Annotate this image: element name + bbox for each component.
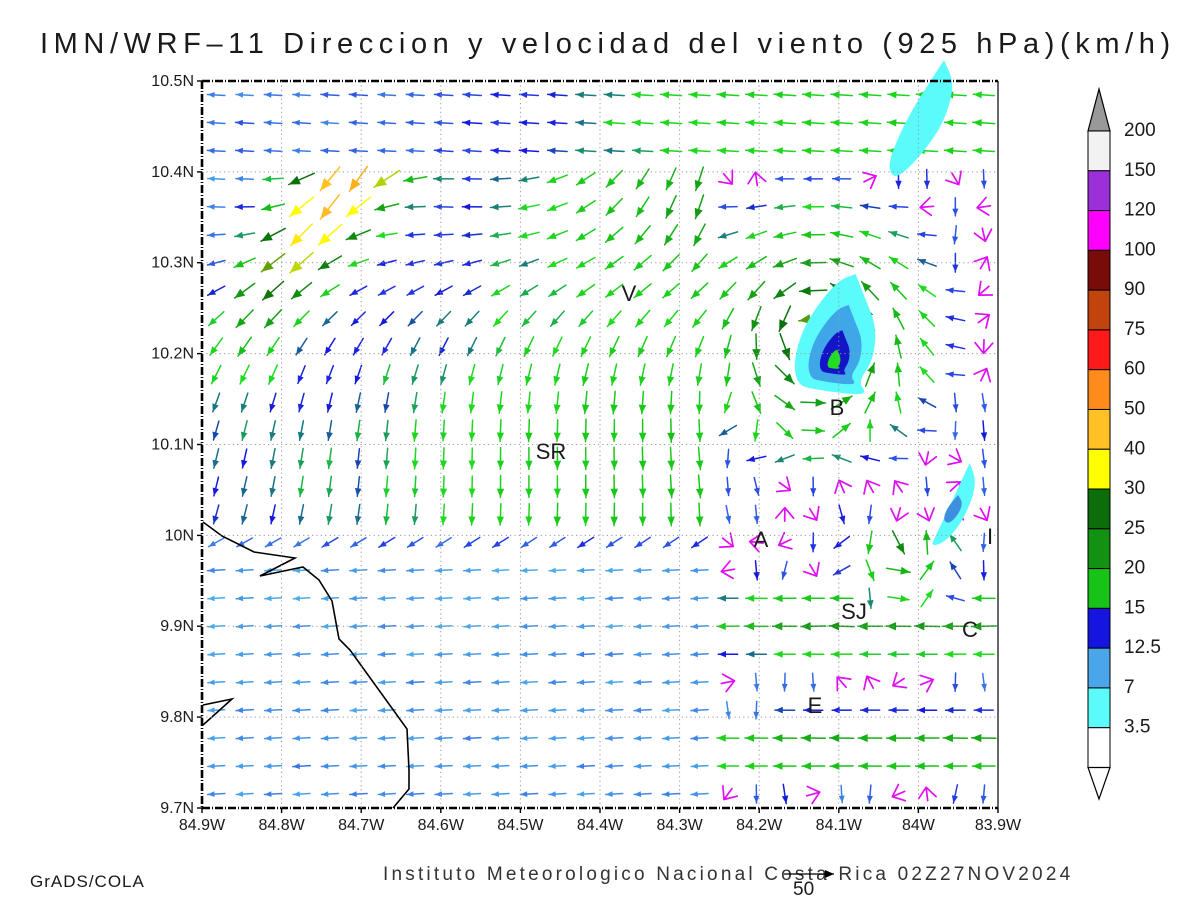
svg-text:84.9W: 84.9W [179,817,226,834]
svg-text:9.8N: 9.8N [160,709,194,726]
svg-text:84W: 84W [902,817,936,834]
svg-text:60: 60 [1124,359,1145,380]
svg-text:IMN/WRF–11 Direccion y velocid: IMN/WRF–11 Direccion y velocidad del vie… [40,28,1176,60]
svg-text:B: B [830,395,845,420]
svg-text:150: 150 [1124,160,1156,181]
svg-text:9.7N: 9.7N [160,800,194,817]
svg-text:10N: 10N [165,527,194,544]
svg-text:C: C [962,617,978,642]
svg-text:10.1N: 10.1N [151,437,194,454]
svg-text:84.2W: 84.2W [736,817,783,834]
svg-text:A: A [754,527,769,552]
svg-text:Instituto Meteorologico Nacion: Instituto Meteorologico Nacional Costa R… [383,864,1073,885]
svg-text:30: 30 [1124,478,1145,499]
svg-text:I: I [987,524,993,549]
svg-text:10.4N: 10.4N [151,164,194,181]
svg-text:84.6W: 84.6W [418,817,465,834]
svg-text:25: 25 [1124,518,1145,539]
svg-text:83.9W: 83.9W [975,817,1022,834]
svg-text:75: 75 [1124,319,1145,340]
svg-text:3.5: 3.5 [1124,717,1150,738]
svg-text:10.5N: 10.5N [151,73,194,90]
svg-text:84.5W: 84.5W [497,817,544,834]
svg-text:7: 7 [1124,677,1135,698]
svg-text:120: 120 [1124,200,1156,221]
svg-text:84.7W: 84.7W [338,817,385,834]
svg-text:10.3N: 10.3N [151,255,194,272]
svg-text:90: 90 [1124,279,1145,300]
svg-text:50: 50 [793,879,814,900]
svg-text:50: 50 [1124,398,1145,419]
svg-text:9.9N: 9.9N [160,618,194,635]
svg-text:15: 15 [1124,597,1145,618]
svg-text:V: V [622,281,637,306]
svg-text:20: 20 [1124,558,1145,579]
svg-text:84.8W: 84.8W [258,817,305,834]
svg-text:84.3W: 84.3W [656,817,703,834]
svg-text:200: 200 [1124,120,1156,141]
svg-text:10.2N: 10.2N [151,346,194,363]
svg-text:12.5: 12.5 [1124,637,1161,658]
svg-text:SR: SR [536,439,567,464]
svg-text:40: 40 [1124,438,1145,459]
svg-text:GrADS/COLA: GrADS/COLA [30,872,145,891]
svg-text:SJ: SJ [841,599,867,624]
svg-text:84.1W: 84.1W [816,817,863,834]
svg-text:84.4W: 84.4W [577,817,624,834]
svg-text:E: E [808,693,823,718]
svg-text:100: 100 [1124,239,1156,260]
